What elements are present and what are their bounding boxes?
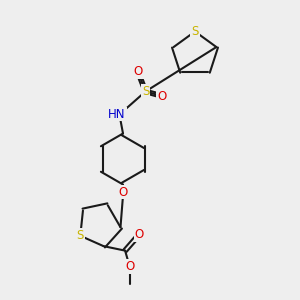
Text: HN: HN — [108, 107, 126, 121]
Text: O: O — [158, 89, 166, 103]
Text: S: S — [191, 25, 199, 38]
Text: O: O — [125, 260, 134, 273]
Text: O: O — [118, 185, 127, 199]
Text: S: S — [142, 85, 149, 98]
Text: O: O — [135, 228, 144, 241]
Text: O: O — [134, 65, 142, 79]
Text: S: S — [76, 229, 84, 242]
